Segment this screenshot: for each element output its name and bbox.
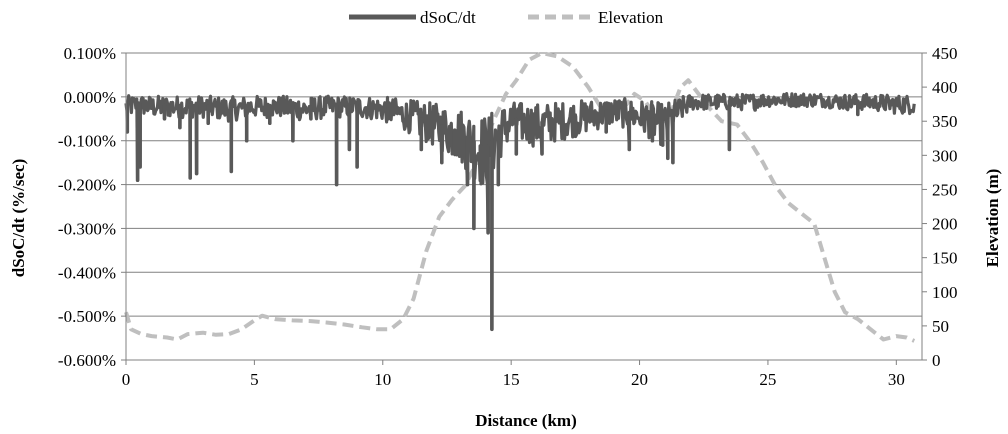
right-tick-label: 450 — [932, 44, 958, 63]
x-tick-label: 0 — [122, 370, 131, 389]
x-axis-title: Distance (km) — [475, 411, 577, 430]
left-tick-label: -0.100% — [58, 132, 116, 151]
x-tick-label: 30 — [888, 370, 905, 389]
right-axis-title: Elevation (m) — [983, 169, 1002, 268]
right-tick-label: 350 — [932, 112, 958, 131]
dsoc-series — [124, 92, 916, 332]
left-tick-label: 0.100% — [64, 44, 116, 63]
x-axis-ticks: 0 5 10 15 20 25 30 — [122, 360, 905, 389]
x-tick-label: 25 — [759, 370, 776, 389]
right-tick-label: 400 — [932, 78, 958, 97]
right-tick-label: 250 — [932, 180, 958, 199]
elevation-series — [124, 51, 916, 343]
left-tick-label: -0.200% — [58, 176, 116, 195]
right-tick-label: 0 — [932, 351, 941, 370]
right-tick-label: 150 — [932, 249, 958, 268]
right-tick-label: 50 — [932, 317, 949, 336]
left-tick-label: -0.400% — [58, 263, 116, 282]
x-tick-label: 15 — [503, 370, 520, 389]
left-tick-label: -0.500% — [58, 307, 116, 326]
dsoc-line — [124, 92, 916, 331]
legend-label-dsoc: dSoC/dt — [420, 8, 476, 27]
left-tick-label: -0.300% — [58, 219, 116, 238]
right-axis-ticks: 450 400 350 300 250 200 150 100 50 0 — [922, 44, 958, 370]
x-tick-label: 10 — [374, 370, 391, 389]
left-tick-label: -0.600% — [58, 351, 116, 370]
elevation-line — [124, 51, 916, 343]
axes — [125, 53, 923, 361]
legend: dSoC/dt Elevation — [349, 8, 664, 27]
x-tick-label: 5 — [250, 370, 259, 389]
left-tick-label: 0.000% — [64, 88, 116, 107]
x-tick-label: 20 — [631, 370, 648, 389]
left-axis-ticks: 0.100% 0.000% -0.100% -0.200% -0.300% -0.400%… — [58, 44, 126, 370]
legend-label-elevation: Elevation — [598, 8, 664, 27]
right-tick-label: 200 — [932, 215, 958, 234]
right-tick-label: 100 — [932, 283, 958, 302]
right-tick-label: 300 — [932, 146, 958, 165]
left-axis-title: dSoC/dt (%/sec) — [9, 159, 28, 278]
